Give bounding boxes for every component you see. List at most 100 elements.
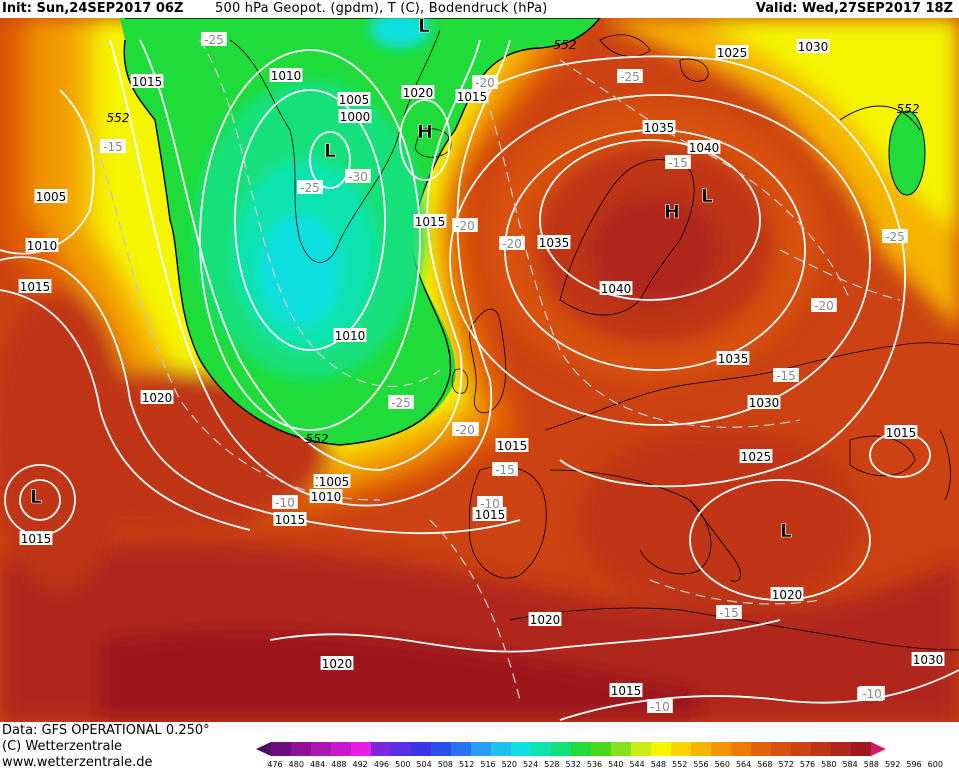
- svg-text:1020: 1020: [142, 391, 173, 405]
- temperature-label: -25: [201, 32, 227, 47]
- temperature-label: -10: [477, 496, 503, 511]
- svg-text:1030: 1030: [798, 40, 829, 54]
- map-labels: 1015 1010 1005 1000 1020 1015 1025 1030 1035 1040…: [18, 18, 945, 714]
- svg-text:1010: 1010: [311, 490, 342, 504]
- isobar-label: 1020: [140, 390, 174, 405]
- legend-swatch: [431, 742, 451, 756]
- isobar-label: 1015: [130, 74, 164, 89]
- svg-text:1040: 1040: [601, 282, 632, 296]
- legend-tick-label: 592: [885, 760, 901, 769]
- temperature-label: -15: [665, 155, 691, 170]
- isobar-label: 1030: [796, 39, 830, 54]
- isobar-label: 1035: [537, 235, 571, 250]
- legend-tick-label: 564: [735, 760, 752, 769]
- svg-text:1020: 1020: [403, 86, 434, 100]
- svg-text:1010: 1010: [271, 69, 302, 83]
- isobar-label: 1015: [455, 89, 489, 104]
- svg-text:1030: 1030: [913, 653, 944, 667]
- legend-swatch: [811, 742, 831, 756]
- isobar-label: 1025: [715, 45, 749, 60]
- temperature-label: -20: [472, 75, 498, 90]
- svg-text:1015: 1015: [20, 280, 51, 294]
- svg-text:-20: -20: [455, 423, 475, 437]
- low-pressure-center: L: [701, 185, 713, 207]
- isobar-label: 1010: [309, 489, 343, 504]
- isobar-label: 1010: [269, 68, 303, 83]
- temperature-label: -20: [452, 218, 478, 233]
- temperature-label: -15: [773, 368, 799, 383]
- legend-swatch: [671, 742, 691, 756]
- legend-swatch: [451, 742, 471, 756]
- geopotential-label: 552: [554, 38, 577, 52]
- svg-text:1040: 1040: [689, 141, 720, 155]
- legend-tick-label: 548: [650, 760, 667, 769]
- svg-text:-15: -15: [495, 463, 515, 477]
- map-title: 500 hPa Geopot. (gpdm), T (C), Bodendruc…: [215, 1, 548, 16]
- svg-text:-25: -25: [391, 396, 411, 410]
- legend-swatch: [751, 742, 771, 756]
- legend-tick-label: 504: [416, 760, 432, 769]
- legend-tick-label: 600: [927, 760, 943, 769]
- svg-text:-25: -25: [300, 181, 320, 195]
- low-pressure-center: L: [780, 520, 792, 542]
- legend-tick-label: 480: [288, 760, 304, 769]
- legend-swatch: [851, 742, 871, 756]
- init-time: Init: Sun,24SEP2017 06Z: [2, 1, 184, 16]
- isobar-label: 1015: [609, 683, 643, 698]
- website-url: www.wetterzentrale.de: [2, 755, 153, 770]
- svg-text:1030: 1030: [749, 396, 780, 410]
- legend-swatch: [471, 742, 491, 756]
- legend-tick-label: 516: [480, 760, 496, 769]
- legend-swatch: [391, 742, 411, 756]
- legend-tick-label: 496: [373, 760, 390, 769]
- map-header: Init: Sun,24SEP2017 06Z 500 hPa Geopot. …: [0, 0, 959, 18]
- svg-text:1015: 1015: [275, 513, 306, 527]
- svg-text:1015: 1015: [475, 508, 506, 522]
- svg-text:1015: 1015: [415, 215, 446, 229]
- svg-text:1035: 1035: [718, 352, 749, 366]
- isobar-label: 1000: [338, 109, 372, 124]
- temperature-label: -20: [452, 422, 478, 437]
- geopotential-label: 552: [107, 111, 130, 125]
- isobar-label: 1005: [34, 189, 68, 204]
- legend-swatch: [531, 742, 551, 756]
- svg-text:1010: 1010: [27, 239, 58, 253]
- legend-tick-label: 544: [629, 760, 645, 769]
- legend-tick-label: 580: [821, 760, 837, 769]
- legend-tick-label: 560: [714, 760, 730, 769]
- color-legend: [256, 742, 886, 756]
- svg-text:1015: 1015: [497, 439, 528, 453]
- legend-swatch: [571, 742, 591, 756]
- temperature-label: -20: [499, 236, 525, 251]
- isobar-label: 1005: [337, 92, 371, 107]
- legend-tick-label: 484: [309, 760, 326, 769]
- isobar-label: 1015: [473, 507, 507, 522]
- temperature-label: -30: [345, 169, 371, 184]
- isobar-label: 1030: [747, 395, 781, 410]
- legend-tick-label: 524: [522, 760, 539, 769]
- temperature-label: -25: [617, 69, 643, 84]
- legend-tick-label: 588: [863, 760, 880, 769]
- temperature-label: -10: [272, 495, 298, 510]
- isobar-label: 1030: [911, 652, 945, 667]
- legend-swatch: [631, 742, 651, 756]
- svg-text:1025: 1025: [741, 450, 772, 464]
- svg-text:-10: -10: [862, 687, 882, 701]
- svg-text:1035: 1035: [644, 121, 675, 135]
- legend-swatch: [711, 742, 731, 756]
- isobar-label: 1025: [739, 449, 773, 464]
- legend-tick-label: 508: [437, 760, 454, 769]
- legend-swatch: [351, 742, 371, 756]
- svg-text:-25: -25: [885, 230, 905, 244]
- svg-text:1015: 1015: [21, 532, 52, 546]
- low-pressure-center: L: [30, 486, 42, 508]
- legend-swatch: [291, 742, 311, 756]
- isobar-label: 1015: [18, 279, 52, 294]
- temperature-label: -25: [882, 229, 908, 244]
- legend-swatch: [611, 742, 631, 756]
- legend-tick-label: 488: [331, 760, 347, 769]
- temperature-label: -15: [492, 462, 518, 477]
- isobar-label: 1035: [716, 351, 750, 366]
- legend-tick-label: 584: [842, 760, 858, 769]
- svg-text:-15: -15: [776, 369, 796, 383]
